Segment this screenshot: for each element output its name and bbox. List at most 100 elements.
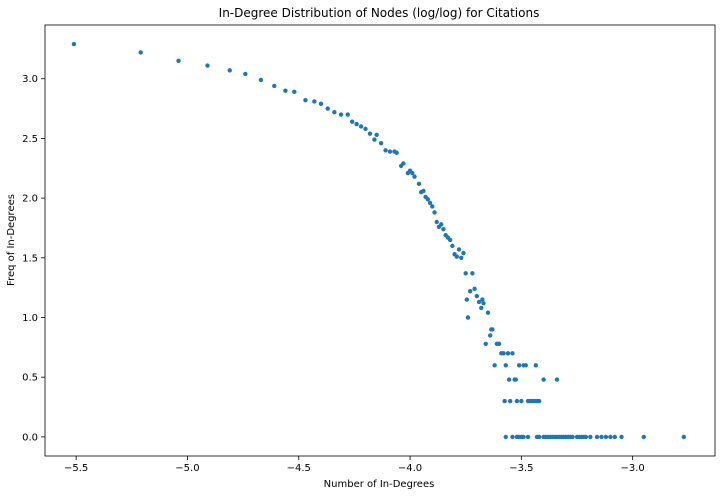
data-point bbox=[492, 363, 497, 368]
data-point bbox=[138, 50, 143, 55]
data-point bbox=[525, 434, 531, 440]
data-point bbox=[474, 293, 480, 299]
x-axis-title: Number of In-Degrees bbox=[324, 479, 435, 490]
data-point bbox=[456, 247, 462, 252]
y-tick-label: 2.0 bbox=[22, 194, 38, 205]
data-point bbox=[510, 434, 515, 440]
data-point bbox=[490, 327, 495, 332]
data-point bbox=[318, 101, 324, 106]
x-tick-label: −5.0 bbox=[175, 463, 199, 474]
data-point bbox=[349, 119, 355, 124]
data-point bbox=[441, 226, 446, 232]
x-tick-label: −3.0 bbox=[620, 463, 644, 474]
data-point bbox=[681, 434, 687, 440]
data-point bbox=[354, 121, 359, 127]
data-point bbox=[345, 112, 350, 117]
data-point bbox=[570, 434, 575, 440]
x-tick-label: −4.0 bbox=[398, 463, 422, 474]
data-point bbox=[496, 341, 502, 346]
data-point bbox=[463, 271, 468, 276]
data-point bbox=[416, 181, 422, 186]
data-point bbox=[510, 351, 515, 356]
data-point bbox=[378, 140, 384, 146]
data-point bbox=[472, 286, 477, 292]
data-point bbox=[541, 377, 546, 382]
data-point bbox=[421, 188, 426, 194]
data-point bbox=[205, 63, 210, 68]
data-points bbox=[71, 41, 687, 440]
data-point bbox=[425, 197, 431, 202]
data-point bbox=[506, 377, 512, 382]
data-point bbox=[401, 161, 406, 166]
data-point bbox=[608, 434, 613, 440]
data-point bbox=[394, 150, 399, 155]
data-point bbox=[412, 174, 417, 179]
data-point bbox=[523, 363, 528, 368]
y-tick-label: 0.5 bbox=[22, 373, 38, 384]
data-point bbox=[516, 363, 522, 368]
data-point bbox=[439, 222, 444, 227]
data-point bbox=[325, 106, 330, 111]
plot-frame bbox=[44, 24, 716, 457]
data-point bbox=[176, 58, 181, 64]
y-tick-label: 0.0 bbox=[22, 432, 38, 443]
data-point bbox=[312, 99, 317, 104]
data-point bbox=[619, 434, 624, 440]
data-point bbox=[583, 434, 589, 440]
data-point bbox=[479, 305, 484, 311]
x-tick-label: −5.5 bbox=[64, 463, 88, 474]
data-point bbox=[599, 434, 604, 440]
data-point bbox=[374, 132, 379, 138]
y-tick-label: 2.5 bbox=[22, 134, 38, 145]
data-point bbox=[476, 299, 482, 305]
y-axis: 0.0 0.5 1.0 1.5 2.0 2.5 3.0 bbox=[22, 74, 45, 443]
data-point bbox=[502, 398, 507, 404]
data-point bbox=[372, 137, 377, 142]
data-point bbox=[358, 124, 364, 129]
data-point bbox=[536, 398, 542, 404]
data-point bbox=[367, 131, 373, 136]
data-point bbox=[227, 68, 232, 73]
y-tick-label: 3.0 bbox=[22, 74, 38, 85]
data-point bbox=[521, 434, 526, 440]
data-point bbox=[470, 271, 475, 276]
data-point bbox=[612, 434, 618, 440]
data-point bbox=[480, 297, 485, 302]
data-point bbox=[427, 200, 433, 206]
data-point bbox=[594, 434, 600, 440]
data-point bbox=[641, 434, 646, 440]
x-tick-label: −3.5 bbox=[509, 463, 533, 474]
data-point bbox=[387, 149, 393, 154]
data-point bbox=[481, 300, 486, 306]
data-point bbox=[554, 377, 560, 382]
data-point bbox=[503, 363, 508, 368]
data-point bbox=[432, 210, 437, 215]
data-point bbox=[459, 255, 464, 261]
data-point bbox=[258, 77, 264, 83]
data-point bbox=[450, 243, 455, 249]
data-point bbox=[485, 310, 491, 315]
chart-title: In-Degree Distribution of Nodes (log/log… bbox=[219, 6, 540, 20]
data-point bbox=[513, 377, 518, 382]
data-point bbox=[508, 398, 513, 404]
data-point bbox=[434, 219, 439, 225]
data-point bbox=[503, 434, 508, 440]
data-point bbox=[71, 41, 77, 47]
data-point bbox=[272, 83, 277, 89]
data-point bbox=[533, 363, 539, 368]
data-point bbox=[363, 126, 368, 132]
data-point bbox=[292, 89, 297, 95]
data-point bbox=[303, 98, 308, 103]
data-point bbox=[483, 341, 488, 346]
y-axis-title: Freq of In-Degrees bbox=[6, 194, 17, 286]
y-tick-label: 1.0 bbox=[22, 313, 38, 324]
data-point bbox=[447, 237, 453, 243]
plot-area bbox=[44, 24, 716, 457]
data-point bbox=[505, 351, 511, 356]
data-point bbox=[283, 88, 288, 93]
data-point bbox=[588, 434, 593, 440]
data-point bbox=[461, 250, 466, 256]
data-point bbox=[243, 71, 248, 77]
